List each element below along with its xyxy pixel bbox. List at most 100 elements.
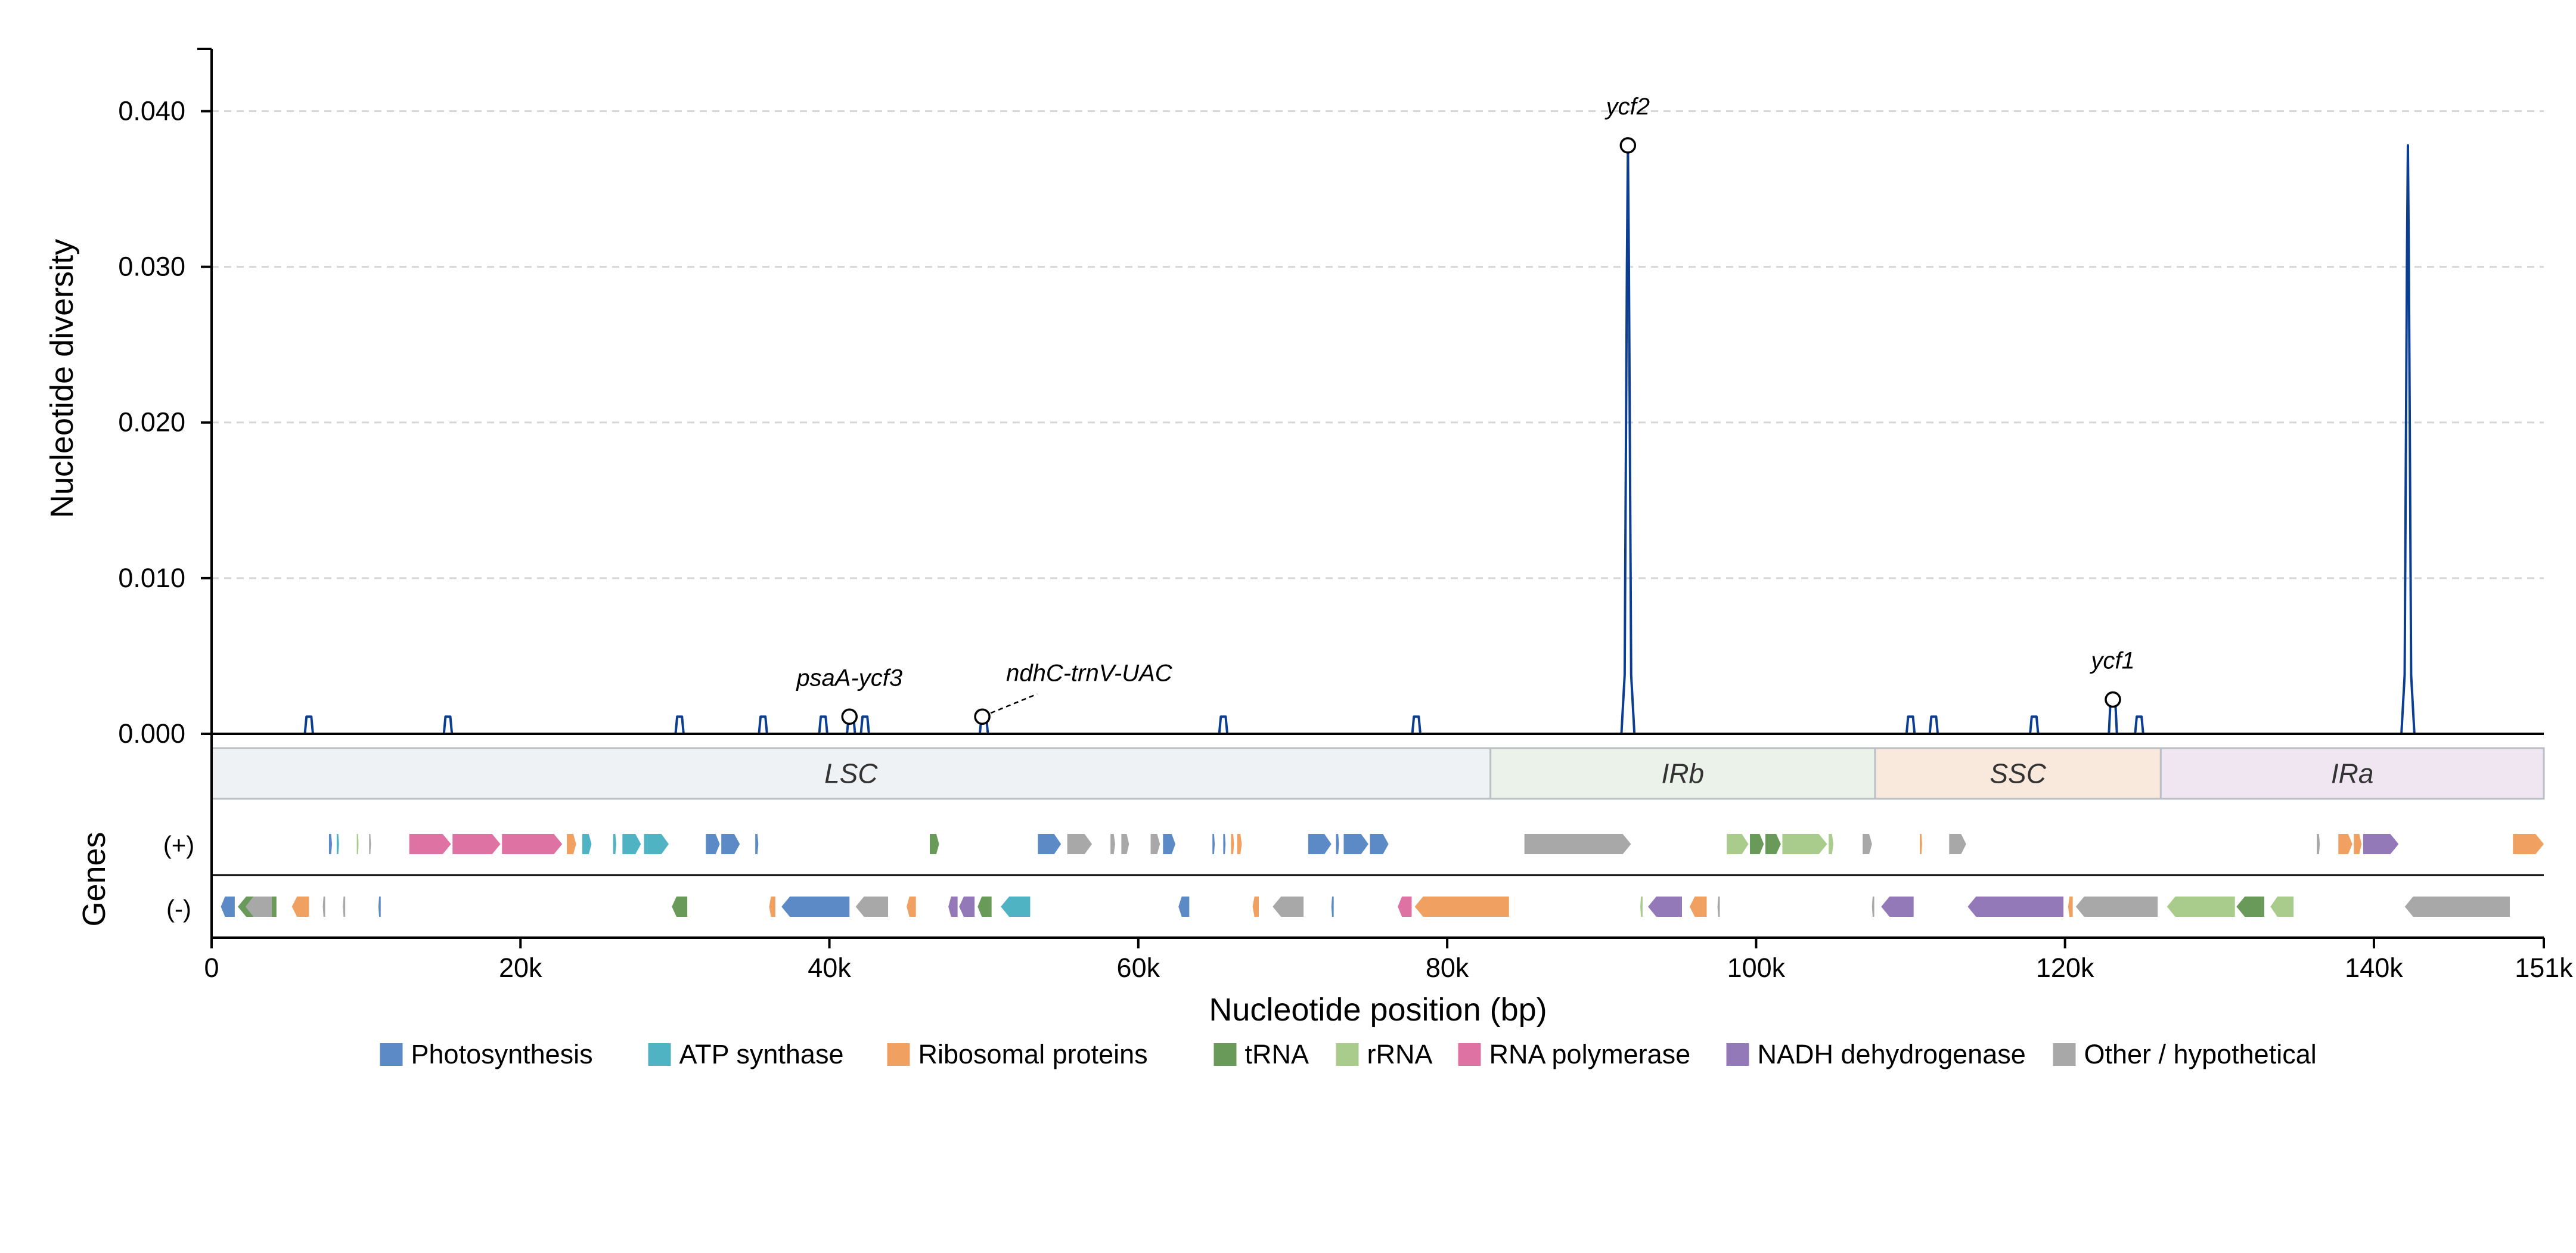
gene-plus-37 <box>1920 834 1922 854</box>
genes-axis-title: Genes <box>76 832 112 926</box>
gene-plus-20 <box>1150 834 1160 854</box>
gene-plus-40 <box>2338 834 2352 854</box>
x-axis-title: Nucleotide position (bp) <box>1209 992 1547 1028</box>
gene-minus-12 <box>948 897 958 917</box>
gene-plus-2 <box>356 834 359 854</box>
gene-plus-42 <box>2363 834 2399 854</box>
gene-minus-10 <box>855 897 889 917</box>
gene-plus-4 <box>409 834 451 854</box>
gene-minus-28 <box>1967 897 2064 917</box>
legend-swatch-rnapol <box>1458 1043 1481 1066</box>
gene-plus-25 <box>1237 834 1242 854</box>
axes: 0.000 0.010 0.020 0.030 0.040 0 20k 40k 60k 80k 10… <box>118 48 2573 983</box>
gene-plus-15 <box>929 834 939 854</box>
gene-plus-10 <box>622 834 641 854</box>
gene-plus-11 <box>644 834 669 854</box>
gene-plus-31 <box>1727 834 1749 854</box>
y-tick-label-3: 0.030 <box>118 252 185 282</box>
gene-minus-30 <box>2075 897 2158 917</box>
gene-minus-7 <box>672 897 688 917</box>
legend-swatch-rrna <box>1336 1043 1359 1066</box>
annotation-marker-2 <box>974 708 991 725</box>
grid-lines <box>212 110 2544 579</box>
x-tick-label-6: 120k <box>2036 953 2094 983</box>
gene-plus-22 <box>1212 834 1215 854</box>
gene-plus-0 <box>328 834 333 854</box>
gene-minus-15 <box>1001 897 1031 917</box>
gene-plus-6 <box>502 834 563 854</box>
legend-label-atp: ATP synthase <box>679 1039 844 1069</box>
gene-minus-0 <box>221 897 235 917</box>
legend-swatch-atp <box>648 1043 671 1066</box>
gene-plus-5 <box>452 834 501 854</box>
x-tick-label-0: 0 <box>204 953 219 983</box>
annotation-marker-1 <box>841 708 858 725</box>
region-track: LSC IRb SSC IRa <box>210 747 2545 800</box>
annotation-label-2: ndhC-trnV-UAC <box>1006 660 1173 686</box>
gene-plus-36 <box>1863 834 1872 854</box>
gene-minus-9 <box>781 897 850 917</box>
region-ira <box>2159 747 2545 800</box>
region-label-lsc: LSC <box>824 758 878 789</box>
gene-plus-14 <box>755 834 759 854</box>
gene-plus-33 <box>1765 834 1781 854</box>
gene-plus-28 <box>1343 834 1368 854</box>
gene-minus-27 <box>1881 897 1914 917</box>
gene-minus-2 <box>246 897 272 917</box>
gene-minus-21 <box>1414 897 1509 917</box>
legend-label-trna: tRNA <box>1245 1039 1309 1069</box>
gene-plus-7 <box>567 834 576 854</box>
region-label-ira: IRa <box>2331 758 2374 789</box>
gene-plus-23 <box>1223 834 1226 854</box>
gene-plus-30 <box>1524 834 1631 854</box>
gene-plus-32 <box>1750 834 1764 854</box>
region-label-irb: IRb <box>1662 758 1705 789</box>
legend-swatch-other <box>2053 1043 2076 1066</box>
legend: Photosynthesis ATP synthase Ribosomal prot… <box>380 1039 2317 1069</box>
gene-minus-31 <box>2167 897 2235 917</box>
legend-label-ndh: NADH dehydrogenase <box>1758 1039 2026 1069</box>
gene-minus-24 <box>1689 897 1707 917</box>
gene-minus-33 <box>2270 897 2294 917</box>
gene-plus-9 <box>613 834 616 854</box>
region-lsc <box>210 747 1492 800</box>
y-axis-title: Nucleotide diversity <box>44 239 80 518</box>
y-tick-label-4: 0.040 <box>118 95 185 126</box>
gene-plus-26 <box>1308 834 1332 854</box>
annotation-label-3: ycf1 <box>2089 648 2134 674</box>
gene-plus-13 <box>721 834 740 854</box>
gene-plus-8 <box>582 834 592 854</box>
gene-minus-6 <box>378 897 381 917</box>
gene-track <box>212 834 2544 917</box>
gene-plus-19 <box>1121 834 1129 854</box>
gene-minus-19 <box>1331 897 1334 917</box>
annotation-leader-2 <box>990 693 1038 714</box>
strand-label-plus: (+) <box>163 831 195 859</box>
legend-label-photo: Photosynthesis <box>411 1039 593 1069</box>
gene-plus-12 <box>706 834 720 854</box>
gene-minus-14 <box>977 897 992 917</box>
gene-plus-39 <box>2317 834 2320 854</box>
legend-label-ribo: Ribosomal proteins <box>918 1039 1148 1069</box>
legend-swatch-trna <box>1213 1043 1237 1066</box>
gene-minus-3 <box>291 897 309 917</box>
gene-plus-41 <box>2354 834 2362 854</box>
y-tick-label-0: 0.000 <box>118 718 185 749</box>
annotation-marker-3 <box>2105 691 2121 708</box>
legend-label-other: Other / hypothetical <box>2084 1039 2317 1069</box>
gene-plus-18 <box>1110 834 1115 854</box>
x-tick-label-1: 20k <box>499 953 542 983</box>
region-ssc <box>1874 747 2162 800</box>
gene-minus-22 <box>1640 897 1643 917</box>
x-tick-label-2: 40k <box>808 953 851 983</box>
legend-label-rrna: rRNA <box>1367 1039 1433 1069</box>
gene-plus-17 <box>1067 834 1093 854</box>
y-tick-label-2: 0.020 <box>118 407 185 438</box>
gene-minus-20 <box>1398 897 1412 917</box>
x-tick-label-5: 100k <box>1727 953 1786 983</box>
annotation-label-0: ycf2 <box>1604 94 1650 120</box>
gene-plus-16 <box>1038 834 1062 854</box>
gene-plus-35 <box>1829 834 1833 854</box>
x-tick-label-8: 151k <box>2515 953 2573 983</box>
